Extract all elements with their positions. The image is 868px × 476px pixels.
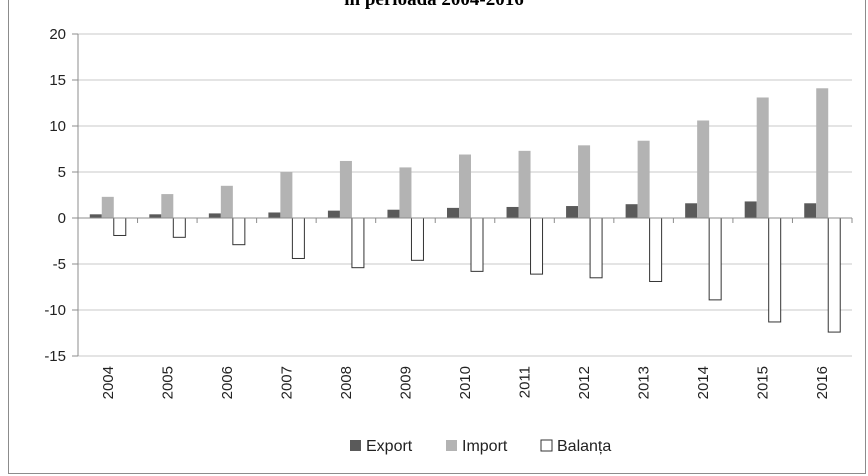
bar-balana-2005	[172, 217, 186, 238]
bar-export-2004	[89, 214, 102, 218]
bar-balana-2006	[232, 217, 246, 246]
bar-export-2009	[387, 209, 400, 218]
legend-label-1: Import	[462, 438, 508, 455]
bar-import-2009	[399, 167, 412, 218]
legend-swatch-1	[446, 440, 457, 451]
bar-import-2004	[101, 196, 114, 218]
bar-export-2008	[327, 210, 340, 218]
y-tick-label: 5	[58, 164, 66, 181]
bar-import-2007	[280, 172, 293, 218]
bar-balana-2008	[351, 217, 365, 269]
x-tick-label: 2007	[278, 366, 295, 399]
x-tick-label: 2012	[576, 366, 593, 399]
y-tick-label: -5	[53, 256, 66, 273]
bar-export-2013	[625, 204, 638, 218]
legend-label-2: Balanța	[557, 438, 611, 455]
bar-import-2005	[161, 194, 174, 218]
bar-import-2013	[637, 140, 650, 218]
y-tick-labels: -15 -10 -5 0 5 10 15 20	[44, 26, 66, 365]
bar-balana-2011	[530, 217, 544, 275]
bar-balana-2015	[768, 217, 782, 323]
bar-balana-2007	[291, 217, 305, 259]
bar-import-2006	[220, 185, 233, 218]
legend-label-0: Export	[366, 438, 413, 455]
y-tick-label: 10	[49, 118, 66, 135]
x-tick-label: 2006	[219, 366, 236, 399]
y-tick-label: 0	[58, 210, 66, 227]
bar-balana-2012	[589, 217, 603, 279]
bar-import-2008	[339, 160, 352, 218]
x-tick-label: 2009	[397, 366, 414, 399]
legend: Export Import Balanța	[350, 438, 611, 455]
x-tick-label: 2010	[457, 366, 474, 399]
bar-import-2011	[518, 150, 531, 218]
bar-balana-2009	[410, 217, 424, 261]
bar-balana-2004	[113, 217, 127, 236]
x-tick-label: 2008	[338, 366, 355, 399]
bar-balana-2016	[827, 217, 841, 333]
bar-import-2015	[756, 97, 769, 218]
bar-import-2010	[459, 154, 471, 218]
bar-export-2014	[685, 203, 698, 218]
axes	[77, 34, 853, 356]
bar-import-2012	[578, 145, 591, 218]
x-tick-label: 2016	[814, 366, 831, 399]
legend-swatch-0	[350, 440, 361, 451]
y-tick-label: 15	[49, 72, 66, 89]
bar-export-2006	[208, 213, 221, 218]
bar-export-2005	[149, 214, 162, 218]
x-tick-label: 2005	[159, 366, 176, 399]
bar-export-2010	[447, 207, 459, 218]
x-tick-label: 2004	[100, 366, 117, 399]
bar-balana-2010	[470, 217, 484, 272]
chart-title: în perioada 2004-2016	[0, 0, 868, 11]
x-tick-label: 2014	[695, 366, 712, 399]
legend-swatch-2	[540, 439, 553, 452]
bar-export-2007	[268, 212, 281, 218]
x-tick-labels: 2004 2005 2006 2007 2008 2009 2010 2011 2012 2013…	[100, 366, 831, 399]
y-tick-label: 20	[49, 26, 66, 43]
bar-import-2016	[816, 88, 829, 218]
bar-export-2016	[804, 203, 817, 218]
bar-balana-2013	[649, 217, 663, 282]
bar-balana-2014	[708, 217, 722, 301]
y-tick-label: -15	[44, 348, 66, 365]
bar-import-2014	[697, 120, 710, 218]
chart-frame	[8, 0, 866, 474]
y-tick-label: -10	[44, 302, 66, 319]
x-tick-label: 2013	[636, 366, 653, 399]
bar-export-2012	[566, 206, 579, 218]
bar-export-2015	[744, 201, 757, 218]
x-tick-label: 2015	[755, 366, 772, 399]
bars	[89, 88, 841, 333]
x-tick-label: 2011	[517, 366, 534, 398]
bar-export-2011	[506, 206, 519, 218]
